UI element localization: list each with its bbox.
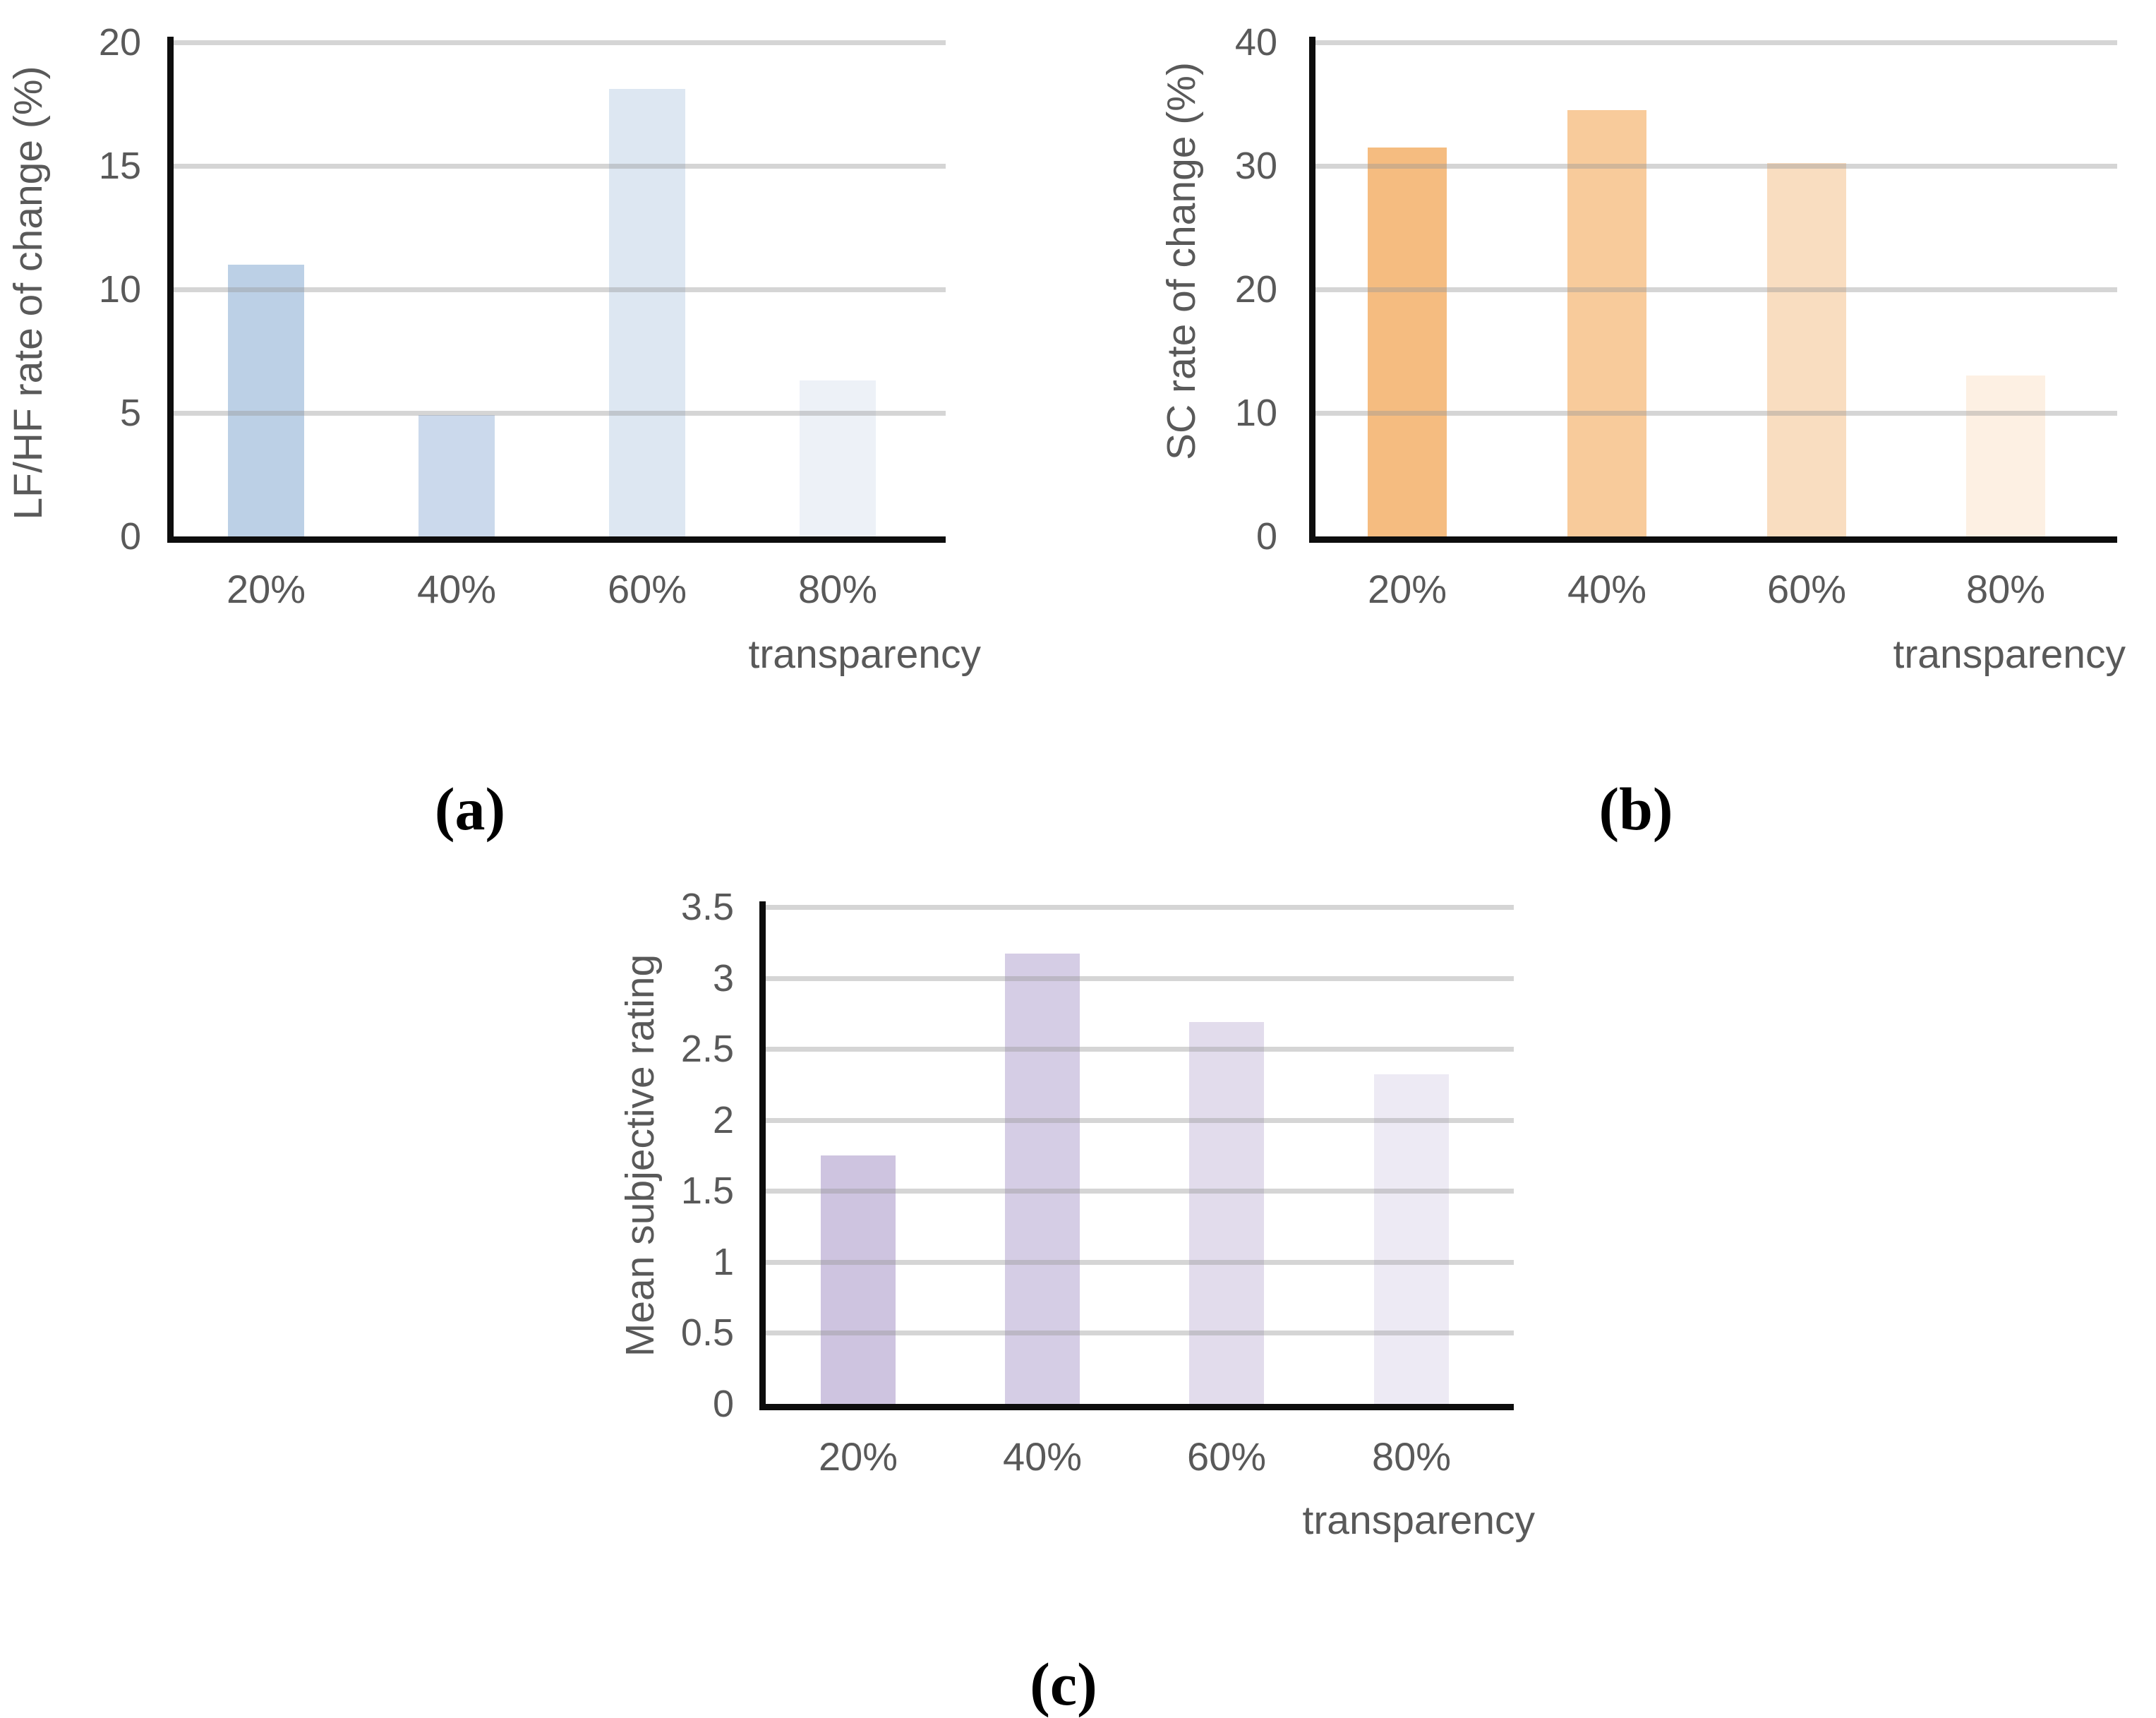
x-tick-label: 60% — [607, 567, 687, 611]
bar-c-40% — [1005, 954, 1080, 1404]
x-axis-title-a: transparency — [748, 632, 981, 677]
y-tick-label: 20 — [98, 21, 141, 64]
panel-caption-a: (a) — [434, 775, 506, 843]
y-axis-line-a — [167, 37, 174, 543]
panel-caption-b: (b) — [1598, 775, 1673, 843]
bar-b-60% — [1767, 163, 1846, 536]
gridline — [1315, 287, 2117, 292]
y-tick-label: 3 — [712, 956, 734, 999]
y-tick-label: 2 — [712, 1098, 734, 1141]
y-tick-label: 0.5 — [680, 1311, 734, 1354]
gridline — [766, 1117, 1514, 1123]
bar-a-60% — [609, 89, 685, 536]
x-tick-label: 20% — [1367, 567, 1447, 611]
x-axis-line-c — [759, 1404, 1514, 1410]
gridline — [766, 1330, 1514, 1336]
gridline — [174, 411, 946, 416]
gridline — [766, 905, 1514, 911]
x-tick-label: 20% — [226, 567, 306, 611]
y-tick-label: 0 — [1255, 515, 1277, 558]
y-tick-label: 30 — [1234, 145, 1277, 187]
x-tick-label: 80% — [1371, 1434, 1452, 1479]
bar-a-20% — [228, 265, 304, 536]
x-tick-label: 60% — [1766, 567, 1847, 611]
x-axis-title-b: transparency — [1893, 632, 2126, 677]
bar-b-20% — [1368, 148, 1447, 536]
gridline — [174, 164, 946, 169]
gridline — [1315, 40, 2117, 45]
x-tick-label: 20% — [818, 1434, 898, 1479]
bar-a-80% — [800, 380, 876, 536]
y-tick-label: 10 — [1234, 392, 1277, 434]
x-tick-label: 80% — [1965, 567, 2046, 611]
y-tick-label: 15 — [98, 145, 141, 187]
x-tick-label: 80% — [797, 567, 878, 611]
x-axis-title-c: transparency — [1302, 1498, 1535, 1543]
gridline — [766, 1259, 1514, 1265]
y-axis-line-b — [1309, 37, 1315, 543]
bar-c-80% — [1374, 1074, 1449, 1404]
x-tick-label: 40% — [416, 567, 497, 611]
gridline — [766, 1047, 1514, 1052]
plot-area-a — [174, 40, 946, 536]
bar-c-20% — [821, 1155, 896, 1404]
y-tick-label: 5 — [119, 392, 141, 434]
y-tick-label: 10 — [98, 268, 141, 311]
y-tick-label: 0 — [119, 515, 141, 558]
x-tick-label: 40% — [1567, 567, 1647, 611]
y-axis-title-b: SC rate of change (%) — [1159, 62, 1204, 460]
y-tick-label: 1 — [712, 1240, 734, 1283]
gridline — [1315, 411, 2117, 416]
x-axis-line-b — [1309, 536, 2117, 543]
plot-area-b — [1315, 40, 2117, 536]
y-axis-title-c: Mean subjective rating — [618, 954, 663, 1357]
y-tick-label: 1.5 — [680, 1170, 734, 1213]
gridline — [766, 975, 1514, 981]
y-tick-label: 20 — [1234, 268, 1277, 311]
bar-c-60% — [1189, 1022, 1264, 1404]
y-tick-label: 0 — [712, 1383, 734, 1425]
x-tick-label: 40% — [1002, 1434, 1083, 1479]
y-axis-title-a: LF/HF rate of change (%) — [6, 66, 51, 520]
gridline — [766, 1189, 1514, 1194]
x-tick-label: 60% — [1186, 1434, 1267, 1479]
y-tick-label: 3.5 — [680, 886, 734, 928]
x-axis-line-a — [167, 536, 946, 543]
bar-b-40% — [1567, 110, 1646, 536]
bar-b-80% — [1966, 376, 2045, 536]
y-tick-label: 2.5 — [680, 1028, 734, 1071]
y-axis-line-c — [759, 901, 766, 1407]
plot-area-c — [766, 905, 1514, 1404]
gridline — [1315, 164, 2117, 169]
panel-caption-c: (c) — [1030, 1650, 1097, 1718]
gridline — [174, 40, 946, 45]
bar-a-40% — [418, 415, 495, 536]
y-tick-label: 40 — [1234, 21, 1277, 64]
gridline — [174, 287, 946, 292]
